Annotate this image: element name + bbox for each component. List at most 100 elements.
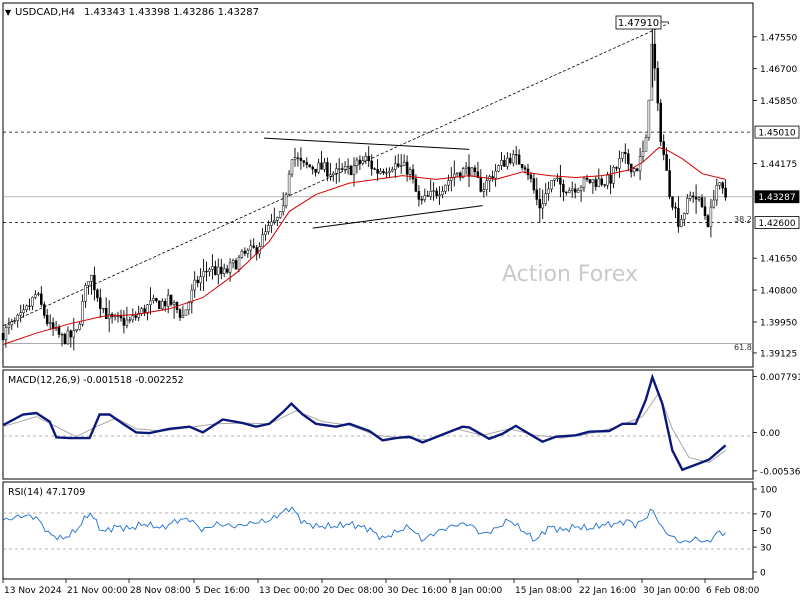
candle-body (697, 197, 701, 200)
candle-body (19, 312, 22, 316)
candle-body (576, 189, 580, 193)
level-label-box (754, 216, 800, 229)
candle-body (57, 327, 61, 335)
candle-body (420, 199, 424, 201)
candle-body (402, 161, 406, 166)
candle-body (647, 99, 651, 138)
candle-body (376, 168, 379, 174)
candle-body (438, 194, 441, 197)
macd-panel-frame (2, 369, 754, 480)
candle-body (84, 285, 87, 302)
candle-body (706, 215, 710, 228)
time-tick-label: 13 Nov 2024 (4, 586, 62, 596)
candle-body (432, 190, 435, 192)
candle-body (644, 137, 648, 152)
candle-body (293, 157, 297, 160)
candle-body (119, 315, 123, 319)
candle-body (246, 249, 250, 254)
macd-tick-label: 0.007791 (760, 373, 800, 383)
candle-body (190, 289, 194, 303)
candle-body (22, 309, 25, 313)
candle-body (694, 196, 698, 200)
price-tick-label: 1.44175 (760, 160, 797, 170)
price-tick-label: 1.41650 (760, 255, 797, 265)
candle-body (656, 67, 660, 104)
macd-line (2, 373, 727, 472)
candle-body (102, 308, 105, 310)
fib-382-label: 38.2 (734, 215, 752, 224)
candle-body (429, 191, 432, 197)
candle-body (69, 330, 73, 338)
candle-body (391, 169, 394, 172)
candle-body (544, 193, 547, 205)
candle-body (329, 174, 332, 177)
candle-body (181, 315, 185, 318)
rsi-tick-label: 70 (760, 510, 772, 520)
candle-body (1, 332, 5, 341)
candle-body (426, 195, 429, 197)
candle-body (40, 293, 43, 305)
candle-body (600, 178, 603, 185)
candle-body (382, 171, 385, 174)
candle-body (308, 164, 311, 168)
candle-body (491, 176, 494, 179)
candle-body (700, 197, 704, 207)
candle-body (385, 172, 388, 174)
candle-body (90, 274, 93, 282)
candle-body (394, 163, 397, 170)
candle-body (169, 294, 173, 305)
rsi-tick-label: 50 (760, 527, 772, 537)
macd-tick-label: -0.005367 (760, 467, 800, 477)
price-tick-label: 1.46700 (760, 65, 797, 75)
candle-body (641, 151, 645, 157)
candle-body (13, 320, 17, 322)
candle-body (243, 250, 247, 254)
candle-body (128, 319, 132, 321)
candle-body (565, 191, 568, 194)
candle-body (683, 213, 686, 220)
candle-body (559, 177, 562, 185)
candle-body (423, 195, 427, 200)
candle-body (214, 266, 217, 275)
candle-body (211, 266, 214, 270)
candles (1, 23, 727, 351)
candle-body (249, 245, 253, 251)
candle-body (281, 205, 285, 212)
candle-body (541, 203, 544, 209)
time-tick-label: 22 Jan 16:00 (579, 586, 636, 596)
candle-body (217, 266, 220, 275)
candle-body (547, 188, 550, 194)
candle-body (627, 153, 630, 165)
candle-body (72, 330, 76, 338)
candle-body (467, 166, 471, 177)
candle-body (131, 315, 135, 321)
macd-header: MACD(12,26,9) -0.001518 -0.002252 (8, 375, 184, 386)
candle-body (225, 268, 229, 273)
candle-body (379, 171, 382, 174)
candle-body (99, 297, 102, 309)
time-tick-label: 6 Feb 08:00 (706, 586, 760, 596)
candle-body (158, 300, 161, 310)
candle-body (529, 174, 533, 179)
level-label: 1.43287 (758, 193, 795, 203)
candle-body (34, 294, 37, 298)
candle-body (140, 308, 143, 314)
candle-body (506, 157, 509, 167)
candle-body (166, 294, 170, 307)
candle-body (512, 154, 515, 164)
price-tick-label: 1.47550 (760, 33, 797, 43)
candle-body (161, 301, 164, 309)
candle-body (573, 188, 577, 193)
chart-dropdown-icon[interactable]: ▼ (5, 8, 12, 17)
candle-body (594, 179, 598, 187)
rsi-header: RSI(14) 47.1709 (8, 487, 85, 498)
candle-body (146, 304, 149, 314)
candle-body (75, 329, 78, 332)
candle-body (149, 300, 152, 305)
time-tick-label: 8 Jan 00:00 (451, 586, 503, 596)
candle-body (45, 315, 49, 324)
candle-body (152, 298, 155, 301)
candle-body (340, 168, 344, 170)
time-tick-label: 21 Nov 00:00 (67, 586, 128, 596)
candle-body (28, 305, 31, 307)
